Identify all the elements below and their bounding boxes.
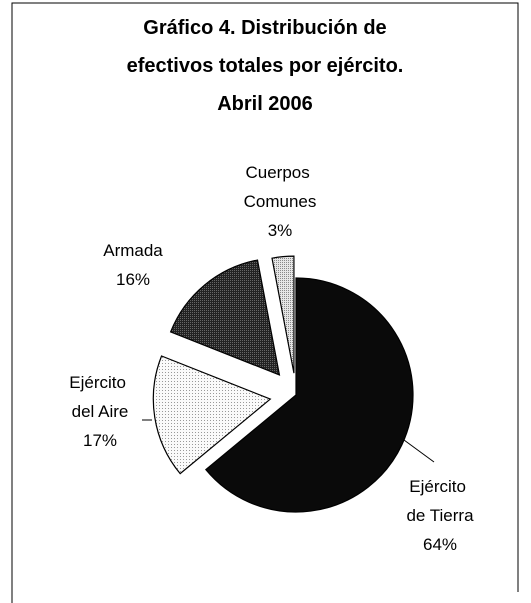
pie-slice [271,255,295,374]
frame [11,2,519,603]
slice-value-label: 64% [423,535,457,554]
pie-slice [205,277,414,513]
slice-value-label: 17% [83,431,117,450]
chart-title: Gráfico 4. Distribución de [143,17,386,39]
slice-label: Cuerpos Comunes [244,163,317,211]
slice-value-label: 3% [268,221,293,240]
leader-line [403,439,435,463]
pie-slice [169,259,281,376]
slice-label: Ejército del Aire [69,373,130,421]
chart-title: Abril 2006 [217,93,313,115]
pie-slice [152,355,272,475]
slice-label: Armada [103,241,163,260]
slice-label: Ejército de Tierra [406,477,474,525]
slice-value-label: 16% [116,270,150,289]
chart-title: efectivos totales por ejército. [127,55,404,77]
